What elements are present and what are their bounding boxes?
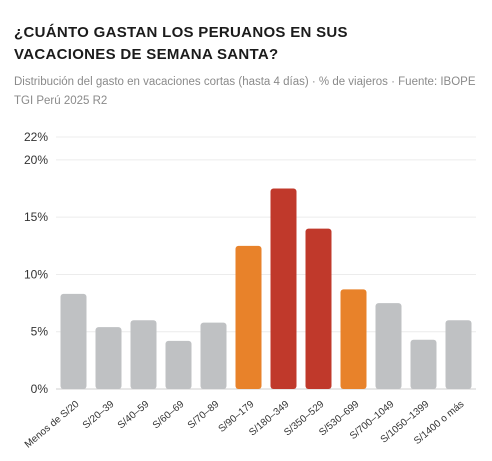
bar: [130, 320, 157, 389]
bars: [60, 188, 472, 389]
y-tick-label: 15%: [24, 210, 48, 224]
y-tick-label: 22%: [24, 130, 48, 144]
bar: [305, 228, 332, 389]
y-tick-label: 0%: [31, 382, 49, 396]
bar: [165, 340, 192, 389]
bar: [235, 245, 262, 389]
y-axis-labels: 0% 5% 10% 15% 20% 22%: [24, 130, 48, 396]
x-axis-labels: Menos de S/20 S/20–39 S/40–59 S/60–69 S/70–8…: [23, 399, 467, 451]
chart-subtitle: Distribución del gasto en vacaciones cor…: [14, 76, 476, 107]
x-tick-label: S/60–69: [151, 399, 187, 432]
bar: [270, 188, 297, 389]
x-tick-label: S/20–39: [81, 399, 117, 432]
bar: [375, 303, 402, 389]
y-tick-label: 5%: [31, 325, 49, 339]
bar: [60, 293, 87, 389]
y-tick-label: 10%: [24, 267, 48, 281]
x-tick-label: Menos de S/20: [23, 399, 82, 451]
bar: [445, 320, 472, 389]
y-tick-label: 20%: [24, 153, 48, 167]
chart-title: ¿CUÁNTO GASTAN LOS PERUANOS EN SUS VACAC…: [14, 24, 348, 63]
x-tick-label: S/40–59: [116, 399, 152, 432]
bar: [200, 322, 227, 389]
bar: [95, 327, 122, 389]
bar: [340, 289, 367, 389]
gridlines: [56, 136, 476, 390]
bar: [410, 339, 437, 389]
